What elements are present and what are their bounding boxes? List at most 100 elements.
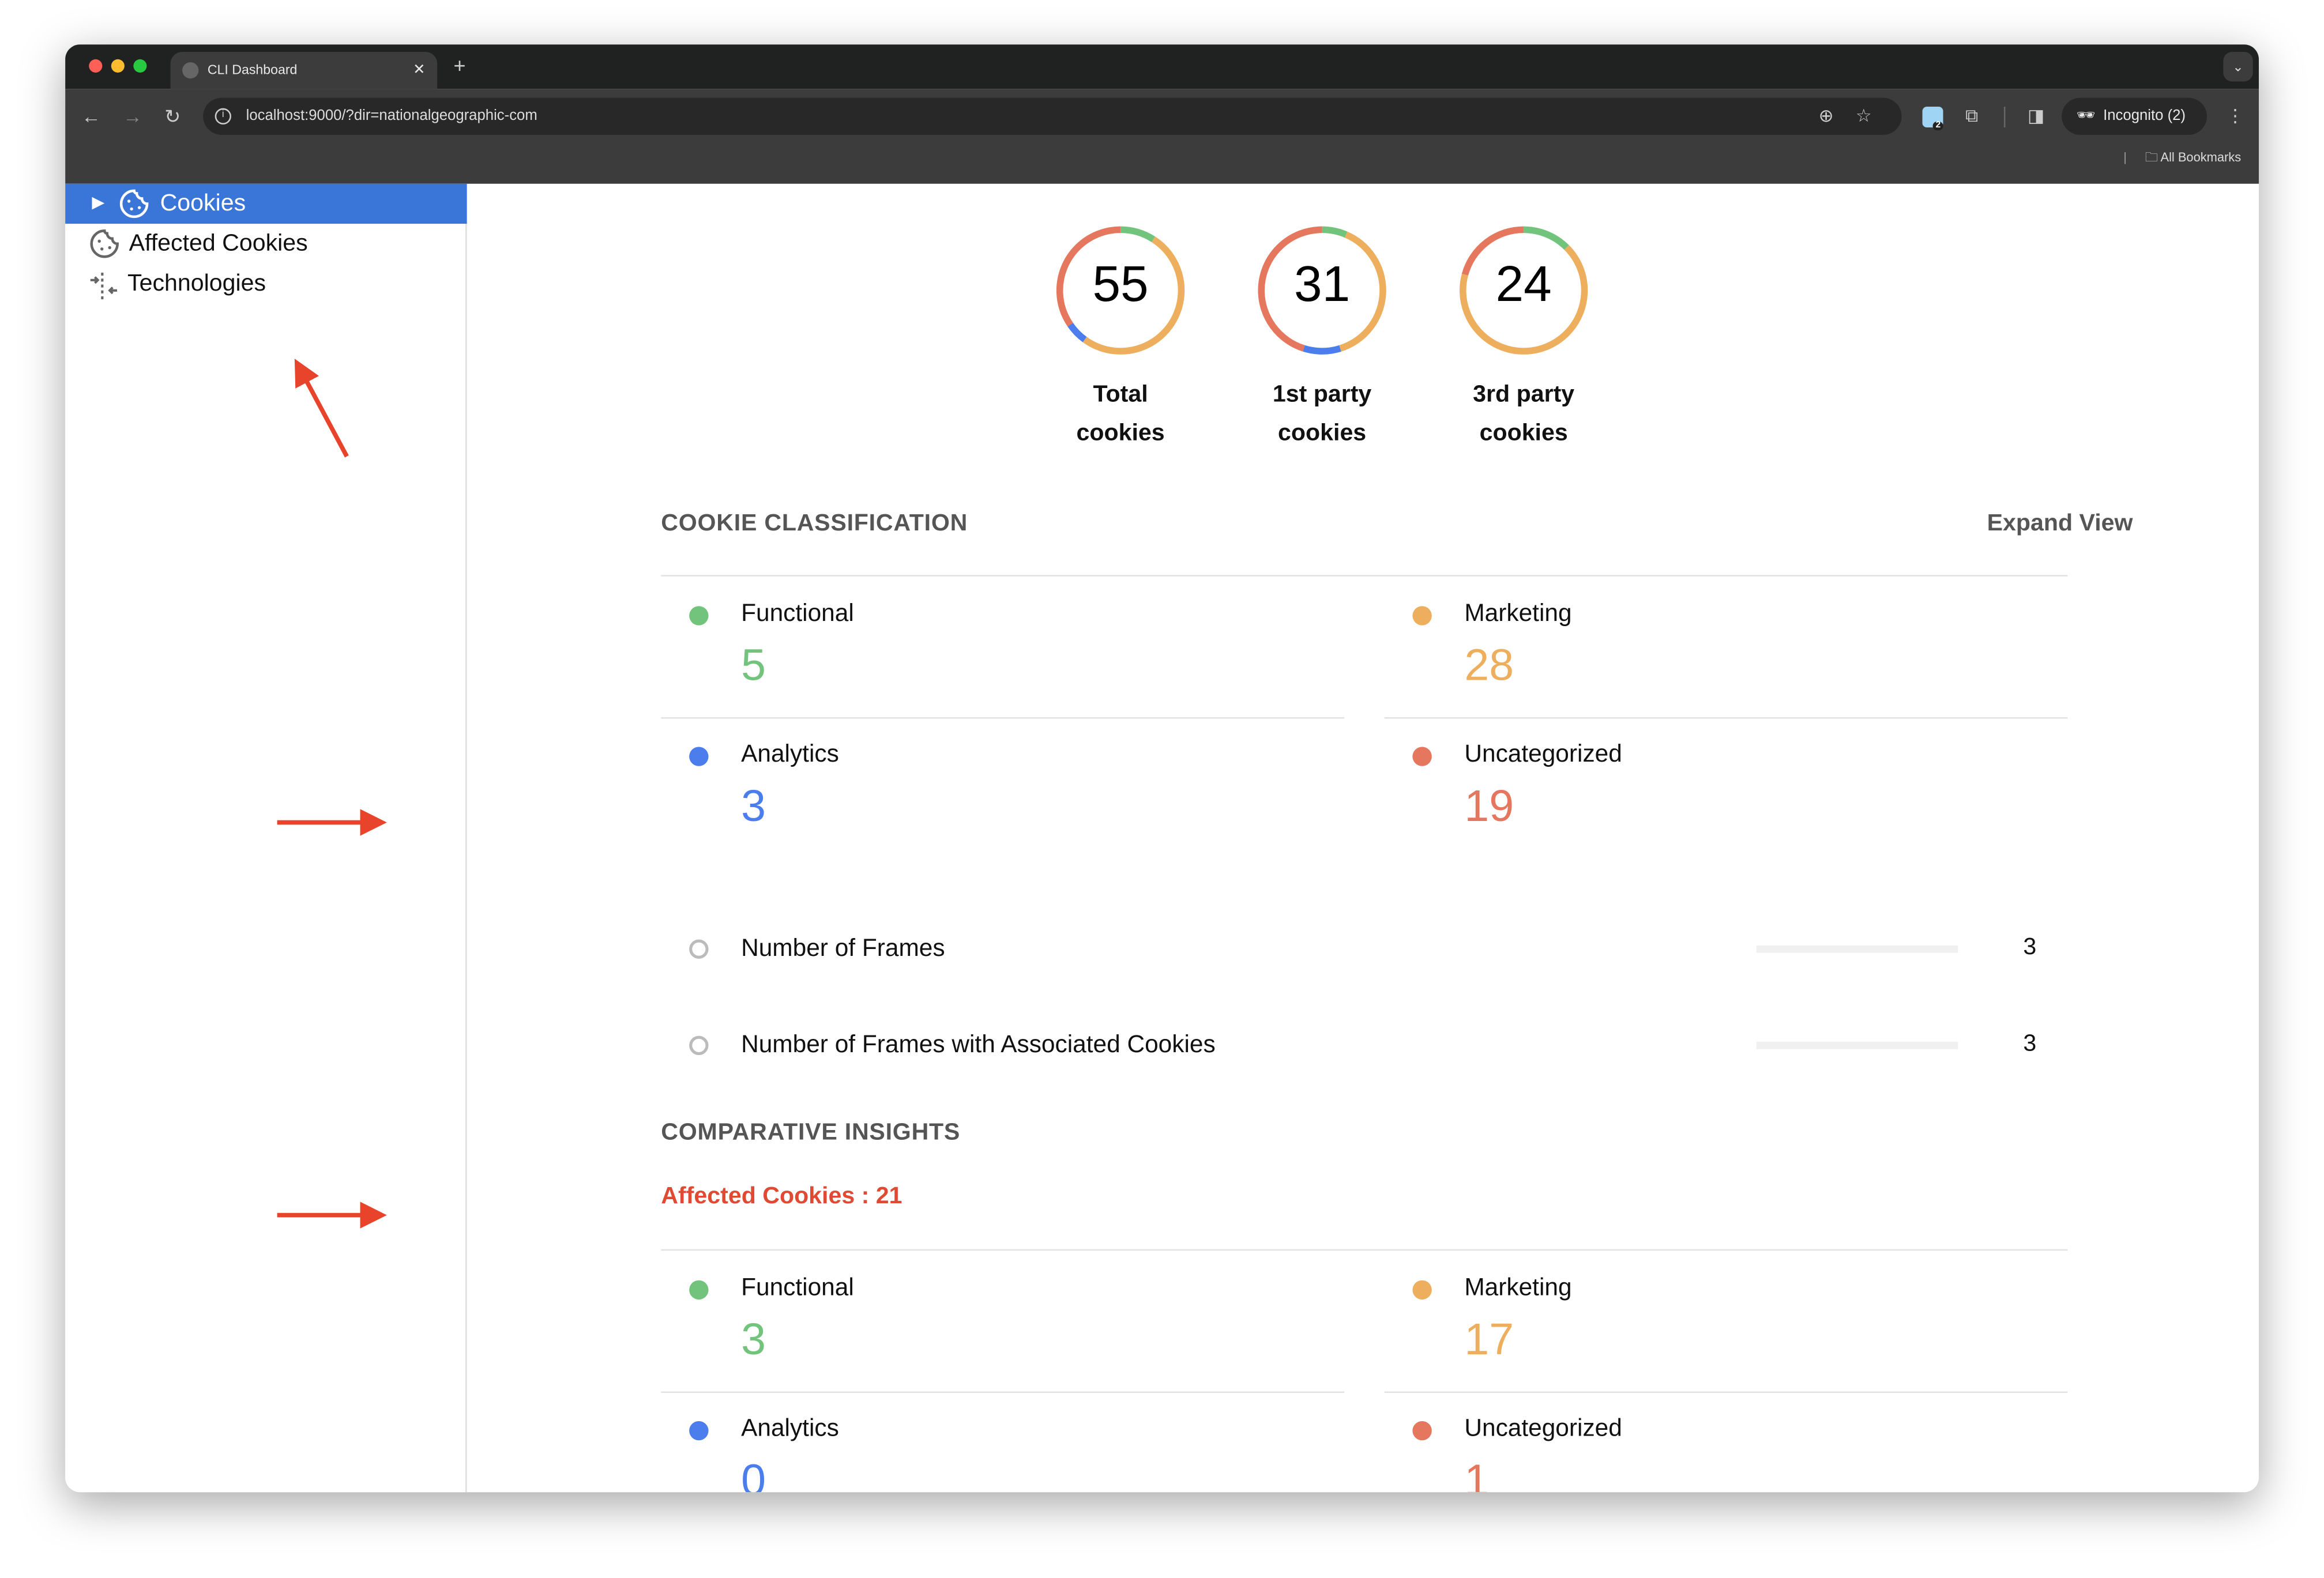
incognito-icon: 🕶 bbox=[2076, 108, 2096, 125]
category-uncategorized: Uncategorized 19 bbox=[1385, 717, 2066, 858]
address-bar[interactable]: i localhost:9000/?dir=nationalgeographic… bbox=[203, 97, 1902, 135]
category-label: Marketing bbox=[1464, 600, 1572, 627]
category-count: 19 bbox=[1464, 782, 1514, 831]
incognito-label: Incognito (2) bbox=[2103, 108, 2186, 125]
summary-donut: 55 Total cookies bbox=[1047, 216, 1195, 453]
divider bbox=[1384, 717, 2068, 719]
donut-segment-analytics bbox=[1258, 226, 1386, 355]
frames-label: Number of Frames bbox=[741, 935, 945, 962]
sidebar-item-cookies[interactable]: ▶ Cookies bbox=[65, 183, 467, 224]
tab-cli-dashboard[interactable]: CLI Dashboard ✕ bbox=[170, 51, 438, 89]
category-count: 3 bbox=[741, 1316, 766, 1365]
bookmark-star-icon[interactable]: ☆ bbox=[1855, 105, 1872, 126]
legend-dot-icon bbox=[689, 606, 709, 626]
divider bbox=[661, 1391, 1345, 1393]
category-functional: Functional 3 bbox=[661, 1251, 1342, 1391]
donut-value: 31 bbox=[1293, 256, 1351, 313]
close-tab-icon[interactable]: ✕ bbox=[413, 62, 426, 79]
minimize-window-button[interactable] bbox=[111, 59, 125, 73]
legend-dot-icon bbox=[689, 1280, 709, 1300]
donut-value: 24 bbox=[1495, 256, 1552, 313]
sidebar-item-affected-cookies[interactable]: Affected Cookies bbox=[65, 224, 467, 263]
category-label: Uncategorized bbox=[1464, 741, 1622, 768]
donut-label: Total bbox=[1093, 382, 1148, 408]
new-tab-button[interactable]: + bbox=[453, 53, 466, 77]
menu-kebab-icon[interactable]: ⋮ bbox=[2226, 105, 2244, 126]
donut-label: cookies bbox=[1076, 420, 1165, 446]
category-label: Marketing bbox=[1464, 1274, 1572, 1301]
legend-dot-icon bbox=[1412, 1421, 1432, 1441]
category-count: 3 bbox=[741, 782, 766, 831]
frames-row: Number of Frames 3 bbox=[661, 928, 2069, 972]
extension-badge: 2 bbox=[1932, 121, 1944, 131]
divider bbox=[661, 1249, 2068, 1251]
expand-triangle-icon[interactable]: ▶ bbox=[92, 194, 105, 212]
donut-segment-uncategorized bbox=[1056, 226, 1185, 355]
sidebar-item-label: Cookies bbox=[160, 191, 246, 217]
affected-cookies-count: Affected Cookies : 21 bbox=[661, 1184, 902, 1210]
frames-bar bbox=[1756, 945, 1958, 953]
tab-bar: CLI Dashboard ✕ + ⌄ bbox=[65, 44, 2259, 89]
forward-icon[interactable]: → bbox=[123, 105, 142, 128]
donut-value: 55 bbox=[1092, 256, 1149, 313]
frames-value: 3 bbox=[2023, 1031, 2037, 1057]
incognito-button[interactable]: 🕶 Incognito (2) bbox=[2062, 97, 2208, 135]
legend-dot-icon bbox=[1412, 606, 1432, 626]
frames-value: 3 bbox=[2023, 935, 2037, 961]
category-count: 5 bbox=[741, 641, 766, 691]
category-label: Functional bbox=[741, 600, 854, 627]
summary-donut: 24 3rd party cookies bbox=[1450, 216, 1598, 453]
side-panel-icon[interactable]: ◨ bbox=[2028, 105, 2045, 126]
tab-search-chevron-icon[interactable]: ⌄ bbox=[2223, 51, 2253, 82]
ring-icon bbox=[689, 1035, 709, 1055]
frames-label: Number of Frames with Associated Cookies bbox=[741, 1031, 1216, 1059]
category-label: Uncategorized bbox=[1464, 1415, 1622, 1442]
sidebar-item-label: Technologies bbox=[127, 271, 266, 297]
donut-label: 1st party bbox=[1272, 382, 1372, 408]
cookie-icon bbox=[90, 229, 119, 258]
close-window-button[interactable] bbox=[89, 59, 103, 73]
all-bookmarks-button[interactable]: | 🗀 All Bookmarks bbox=[2123, 150, 2241, 171]
reload-icon[interactable]: ↻ bbox=[164, 105, 181, 128]
category-marketing: Marketing 17 bbox=[1385, 1251, 2066, 1391]
donut-segment-marketing bbox=[1258, 226, 1386, 355]
maximize-window-button[interactable] bbox=[133, 59, 147, 73]
category-marketing: Marketing 28 bbox=[1385, 577, 2066, 717]
donut-label: cookies bbox=[1278, 420, 1367, 446]
category-count: 0 bbox=[741, 1456, 766, 1493]
category-label: Analytics bbox=[741, 741, 839, 768]
legend-dot-icon bbox=[689, 747, 709, 766]
divider bbox=[661, 575, 2068, 577]
legend-dot-icon bbox=[1412, 747, 1432, 766]
site-info-icon[interactable]: i bbox=[215, 108, 231, 125]
donut-label: 3rd party bbox=[1473, 382, 1575, 408]
category-count: 1 bbox=[1464, 1456, 1490, 1493]
toolbar: ← → ↻ i localhost:9000/?dir=nationalgeog… bbox=[65, 89, 2259, 184]
category-uncategorized: Uncategorized 1 bbox=[1385, 1391, 2066, 1492]
legend-dot-icon bbox=[1412, 1280, 1432, 1300]
back-icon[interactable]: ← bbox=[81, 105, 101, 128]
cookie-icon bbox=[119, 189, 149, 219]
donut-segment-uncategorized bbox=[1258, 226, 1386, 355]
frames-bar bbox=[1756, 1041, 1958, 1049]
extensions-puzzle-icon[interactable]: ⧉ bbox=[1965, 105, 1979, 126]
url-text: localhost:9000/?dir=nationalgeographic-c… bbox=[246, 108, 537, 125]
frames-row: Number of Frames with Associated Cookies… bbox=[661, 1024, 2069, 1068]
donut-label: cookies bbox=[1479, 420, 1568, 446]
legend-dot-icon bbox=[689, 1421, 709, 1441]
divider bbox=[661, 717, 1345, 719]
category-analytics: Analytics 3 bbox=[661, 717, 1342, 858]
expand-view-button[interactable]: Expand View bbox=[1987, 511, 2133, 537]
folder-icon: 🗀 bbox=[2145, 149, 2158, 165]
ring-icon bbox=[689, 939, 709, 959]
tab-title: CLI Dashboard bbox=[207, 62, 298, 77]
sidebar-item-technologies[interactable]: Technologies bbox=[65, 263, 467, 303]
divider bbox=[1384, 1391, 2068, 1393]
cookie-classification-heading: COOKIE CLASSIFICATION bbox=[661, 511, 968, 537]
zoom-icon[interactable]: ⊕ bbox=[1818, 105, 1834, 126]
summary-donut: 31 1st party cookies bbox=[1248, 216, 1396, 453]
category-count: 17 bbox=[1464, 1316, 1514, 1365]
bookmarks-divider: | bbox=[2123, 149, 2127, 165]
sidebar-item-label: Affected Cookies bbox=[129, 231, 308, 257]
toolbar-divider bbox=[2003, 107, 2006, 128]
